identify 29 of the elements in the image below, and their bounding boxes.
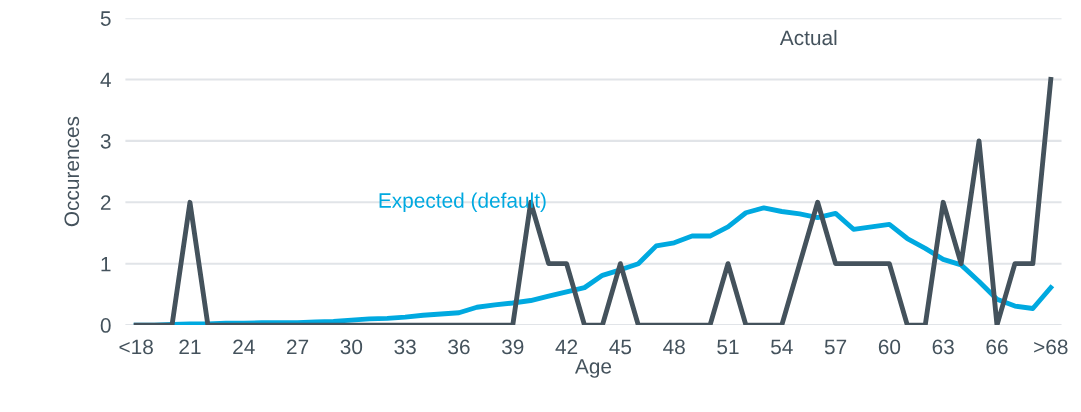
text: Actual	[779, 29, 837, 46]
x-tick-label: 60	[878, 339, 901, 355]
text: Expected (default)	[379, 192, 546, 212]
y-axis-title: Occurences	[64, 116, 80, 227]
x-tick-label: 45	[609, 339, 632, 355]
x-tick-label: 24	[233, 339, 255, 355]
y-tick-label: 3	[100, 133, 111, 149]
x-tick-label: 66	[986, 339, 1008, 355]
y-tick-label: 2	[100, 195, 111, 210]
x-axis-title: Age	[574, 359, 612, 378]
x-tick-label: 63	[932, 339, 954, 355]
x-tick-label: 42	[555, 339, 578, 355]
x-tick-label: 48	[663, 339, 685, 355]
y-tick-label: 0	[100, 318, 111, 333]
x-tick-label: 39	[501, 339, 524, 355]
x-tick-label: <18	[119, 339, 153, 355]
x-tick-label: 54	[771, 339, 793, 355]
x-tick-label: 36	[448, 339, 470, 355]
x-tick-label: 57	[824, 339, 847, 355]
x-tick-label: 27	[287, 339, 309, 355]
y-tick-label: 5	[100, 11, 111, 26]
x-tick-label: 33	[394, 339, 416, 355]
x-tick-label: 30	[340, 339, 363, 355]
line-series	[133, 77, 1054, 326]
x-tick-label: 21	[179, 339, 201, 355]
y-tick-label: 1	[101, 256, 111, 272]
x-tick-label: 51	[717, 339, 739, 355]
y-tick-label: 4	[100, 72, 111, 88]
x-tick-label: >68	[1034, 339, 1068, 355]
